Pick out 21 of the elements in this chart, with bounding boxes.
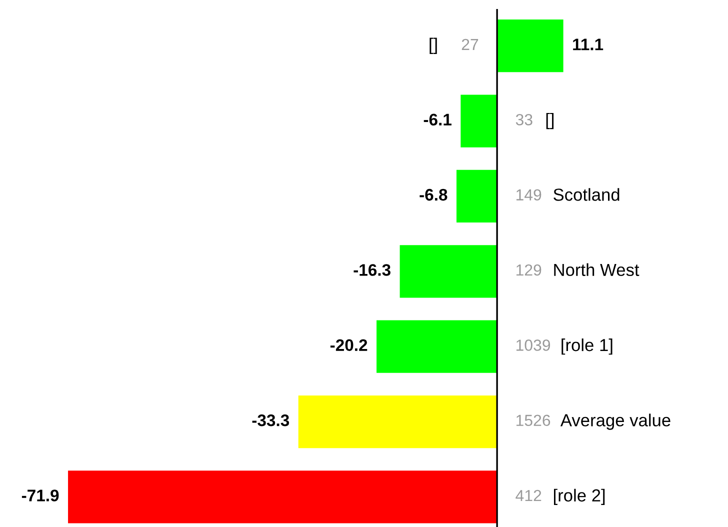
data-label: -20.2	[330, 339, 368, 352]
data-label: 11.1	[573, 38, 604, 50]
y-tick-label: [role 1]	[562, 338, 612, 355]
annotation: 27	[462, 38, 478, 50]
annotation: 129	[516, 264, 542, 276]
annotation: 149	[516, 189, 542, 201]
y-tick-label: North West	[554, 263, 640, 276]
data-label: -6.8	[420, 188, 448, 201]
y-tick-label: []	[430, 38, 437, 54]
y-tick-label: Scotland	[554, 188, 620, 201]
data-label: -16.3	[354, 264, 390, 276]
y-tick-label: [role 2]	[554, 488, 605, 506]
annotation: 1526	[516, 414, 550, 426]
annotation: 33	[516, 114, 532, 126]
y-tick-label: Average value	[560, 414, 670, 430]
annotation: 412	[516, 490, 542, 502]
data-label: -33.3	[252, 414, 290, 426]
annotation: 1039	[516, 340, 550, 351]
data-label: -71.9	[22, 490, 59, 502]
y-tick-label: []	[546, 112, 554, 130]
data-label: -6.1	[424, 114, 452, 126]
